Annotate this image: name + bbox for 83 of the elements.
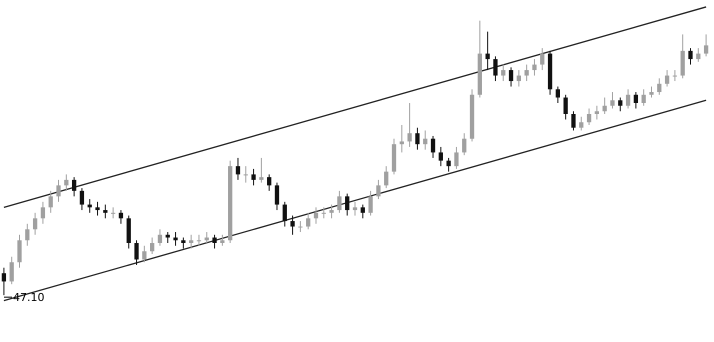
candlestick: [564, 94, 568, 120]
candlestick: [594, 105, 600, 120]
candlestick: [626, 88, 630, 110]
candlestick: [524, 64, 529, 82]
candlestick: [618, 97, 622, 112]
candlestick: [657, 78, 662, 96]
candlestick: [80, 188, 84, 211]
candlestick: [337, 190, 342, 214]
candlestick: [25, 223, 30, 246]
candlestick: [282, 201, 287, 228]
candlestick: [423, 130, 428, 150]
candlestick: [267, 174, 272, 192]
candlestick: [579, 116, 584, 131]
candlestick: [415, 127, 420, 150]
candlestick: [158, 228, 162, 246]
candlestick: [166, 232, 170, 244]
candlestick: [696, 48, 700, 62]
candlestick: [407, 102, 412, 148]
candlestick: [384, 166, 388, 189]
candlestick: [446, 157, 451, 172]
candlestick: [10, 256, 14, 285]
candlestick: [40, 201, 46, 224]
candlestick: [634, 92, 638, 110]
candlestick: [142, 245, 146, 263]
candlestick: [532, 58, 537, 76]
candlestick: [516, 70, 521, 88]
annotation: 47.10: [13, 291, 44, 304]
candlestick: [212, 234, 217, 250]
candlestick: [540, 48, 544, 71]
candlestick: [220, 234, 225, 246]
candlestick: [329, 204, 334, 219]
candlestick: [110, 206, 116, 219]
candlestick: [64, 174, 68, 192]
candlestick: [430, 135, 436, 158]
candlestick: [454, 146, 459, 170]
candlestick: [376, 179, 381, 200]
candlestick: [2, 267, 6, 296]
candlestick: [368, 190, 373, 216]
candlestick: [501, 64, 506, 82]
candlestick: [314, 206, 318, 224]
candlestick: [204, 232, 209, 244]
candlestick: [189, 234, 194, 250]
candlestick: [259, 157, 264, 184]
candlestick: [298, 220, 303, 233]
candlestick: [664, 70, 670, 88]
candlestick: [688, 48, 693, 66]
candlestick: [48, 190, 53, 214]
candlestick: [493, 56, 498, 82]
candlestick: [150, 237, 154, 254]
candlestick: [196, 234, 202, 246]
candlestick: [610, 92, 615, 110]
candlestick: [173, 232, 178, 246]
candlestick: [118, 210, 124, 224]
candlestick: [438, 146, 443, 167]
candlestick: [236, 157, 240, 180]
candlestick: [72, 176, 76, 197]
candlestick: [704, 34, 708, 57]
candlestick: [556, 86, 560, 104]
candlestick: [181, 237, 186, 250]
candlestick: [274, 182, 280, 211]
candlestick: [17, 234, 22, 268]
candlestick: [306, 212, 310, 230]
candlestick: [462, 132, 466, 156]
candlestick: [251, 168, 256, 186]
candlestick: [672, 70, 678, 82]
candlestick: [400, 124, 404, 153]
candlestick: [508, 66, 514, 88]
candlestick: [571, 110, 576, 131]
candlestick: [602, 97, 607, 114]
candlestick: [485, 31, 490, 71]
candlestick: [360, 204, 365, 219]
candlestick: [642, 88, 646, 106]
candlestick: [88, 198, 92, 214]
candlestick: [290, 215, 295, 236]
candlestick: [244, 166, 248, 184]
candlestick: [586, 108, 592, 126]
candlestick: [649, 86, 654, 98]
candlestick: [345, 193, 350, 216]
candlestick: [103, 204, 108, 219]
candlestick: [32, 212, 38, 236]
candlestick: [322, 206, 326, 219]
candlestick: [134, 240, 139, 266]
candlestick: [56, 179, 61, 202]
